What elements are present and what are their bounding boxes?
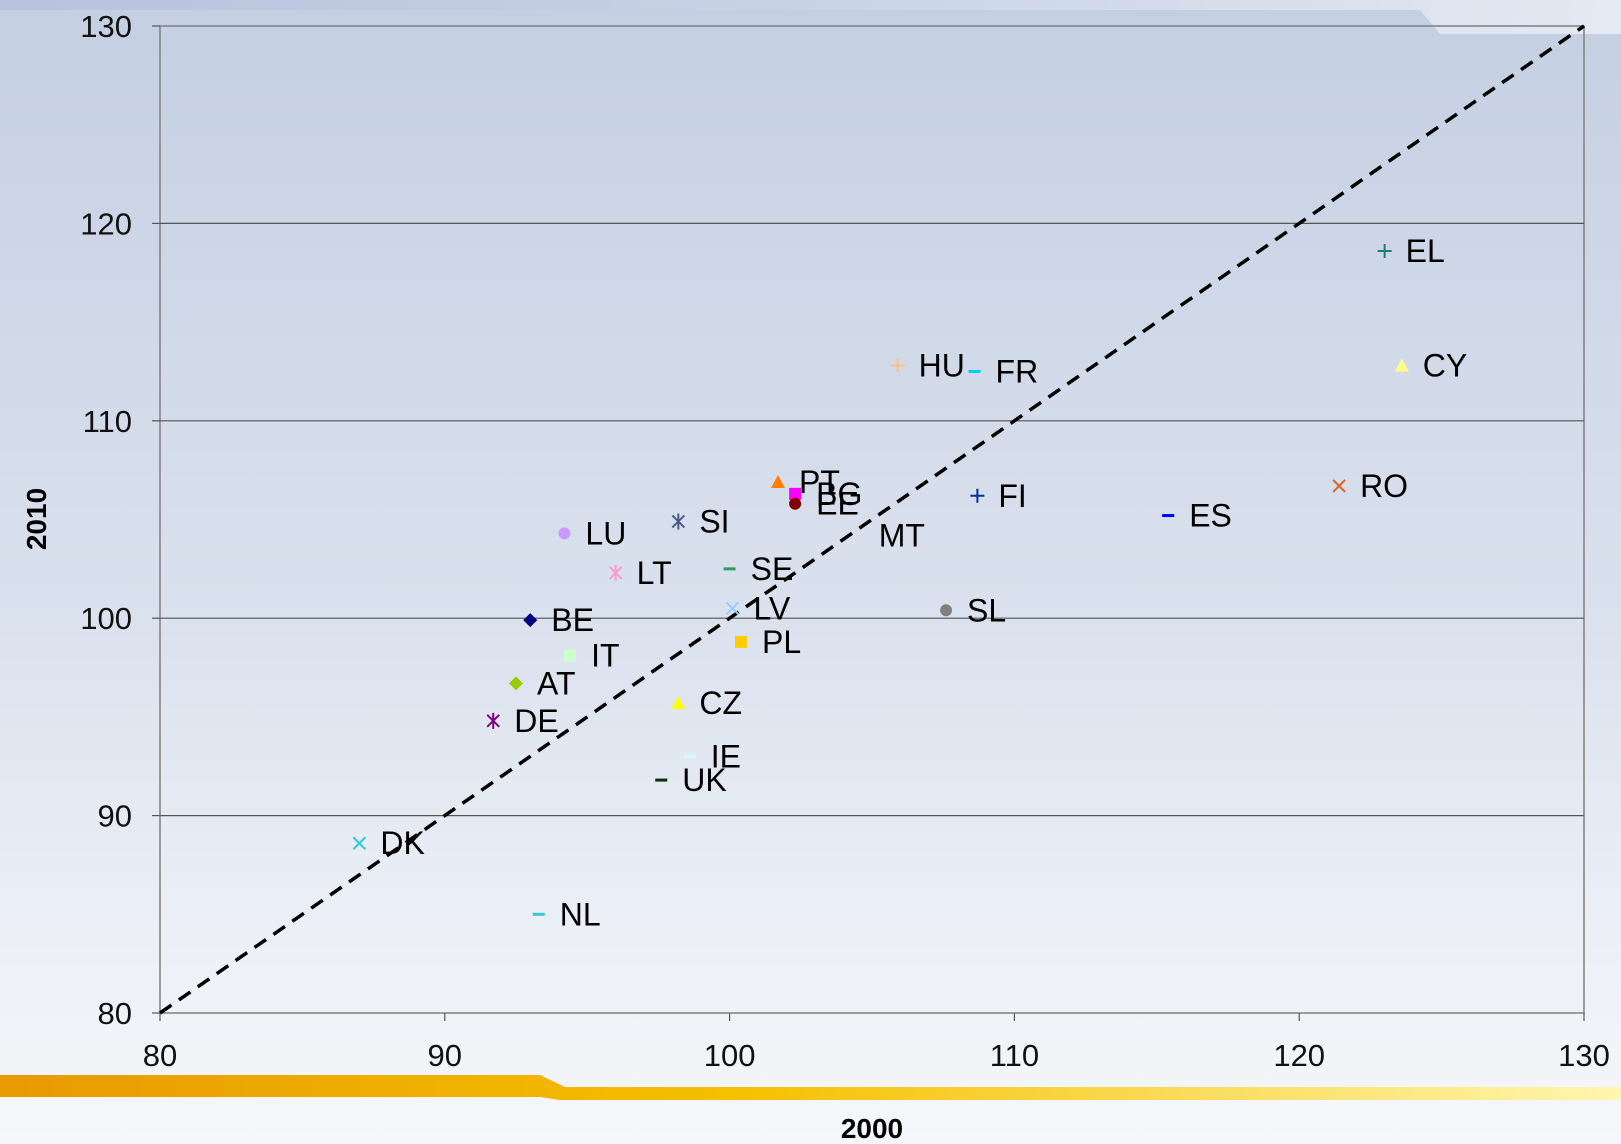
- point-label-be: BE: [551, 602, 594, 638]
- x-tick-label-130: 130: [1558, 1038, 1610, 1073]
- data-points: [352, 244, 1409, 916]
- point-cy: [1394, 358, 1409, 372]
- y-axis-title: 2010: [21, 488, 52, 550]
- point-fi: [970, 488, 985, 503]
- point-cz: [671, 696, 686, 710]
- point-de: [486, 712, 500, 729]
- point-be: [523, 613, 538, 628]
- point-label-si: SI: [699, 503, 729, 539]
- point-dk: [352, 836, 367, 850]
- x-tick-label-90: 90: [428, 1038, 462, 1073]
- y-tick-label-100: 100: [80, 601, 132, 636]
- point-label-hu: HU: [919, 348, 965, 384]
- point-label-ro: RO: [1360, 468, 1408, 504]
- point-label-ie: IE: [711, 738, 741, 774]
- point-hu: [890, 358, 905, 373]
- reference-line: [159, 24, 1585, 1015]
- point-it: [564, 649, 577, 662]
- point-lt: [608, 564, 623, 581]
- point-label-cy: CY: [1423, 348, 1467, 384]
- point-label-lt: LT: [637, 555, 672, 591]
- point-label-bg: BG: [816, 476, 862, 512]
- y-tick-label-110: 110: [83, 404, 132, 439]
- diagonal-reference-line: [159, 24, 1585, 1015]
- point-lv: [725, 601, 740, 616]
- point-at: [509, 676, 523, 691]
- point-label-dk: DK: [380, 825, 424, 861]
- x-tick-label-110: 110: [990, 1038, 1039, 1073]
- point-label-pl: PL: [762, 624, 801, 660]
- point-label-de: DE: [514, 703, 558, 739]
- point-sl: [940, 604, 953, 617]
- point-label-el: EL: [1406, 233, 1445, 269]
- point-pl: [734, 635, 747, 648]
- x-tick-label-120: 120: [1273, 1038, 1325, 1073]
- y-tick-label-80: 80: [98, 996, 132, 1031]
- x-axis-title: 2000: [841, 1113, 903, 1144]
- point-label-lv: LV: [753, 590, 790, 626]
- point-lu: [558, 527, 571, 540]
- point-label-fr: FR: [996, 353, 1039, 389]
- x-tick-label-100: 100: [704, 1038, 756, 1073]
- point-label-it: IT: [591, 638, 619, 674]
- point-bg: [789, 487, 802, 500]
- point-label-lu: LU: [585, 515, 626, 551]
- point-el: [1377, 244, 1392, 259]
- point-label-at: AT: [537, 665, 576, 701]
- point-label-ee: EE: [816, 486, 859, 522]
- plot-area: [159, 25, 1585, 1014]
- point-ee: [789, 497, 802, 510]
- point-si: [671, 513, 686, 530]
- y-tick-label-90: 90: [98, 799, 132, 834]
- x-tick-label-80: 80: [143, 1038, 177, 1073]
- axes: 80 90 100 110 120 130 80 90 100 110 120 130: [80, 9, 1610, 1073]
- point-label-cz: CZ: [699, 685, 742, 721]
- point-label-nl: NL: [560, 896, 601, 932]
- point-label-pt: PT: [799, 464, 840, 500]
- y-tick-label-130: 130: [80, 9, 132, 44]
- gridlines: [160, 222, 1584, 817]
- point-label-uk: UK: [682, 762, 726, 798]
- y-tick-label-120: 120: [80, 206, 132, 241]
- point-label-mt: MT: [879, 517, 925, 553]
- decorative-bottom-band: [0, 1075, 1621, 1100]
- point-label-es: ES: [1189, 498, 1232, 534]
- point-label-sl: SL: [967, 592, 1006, 628]
- point-label-fi: FI: [998, 478, 1026, 514]
- point-pt: [771, 474, 786, 488]
- point-label-se: SE: [751, 551, 794, 587]
- point-ro: [1332, 479, 1346, 493]
- decorative-top-band: [0, 0, 1621, 34]
